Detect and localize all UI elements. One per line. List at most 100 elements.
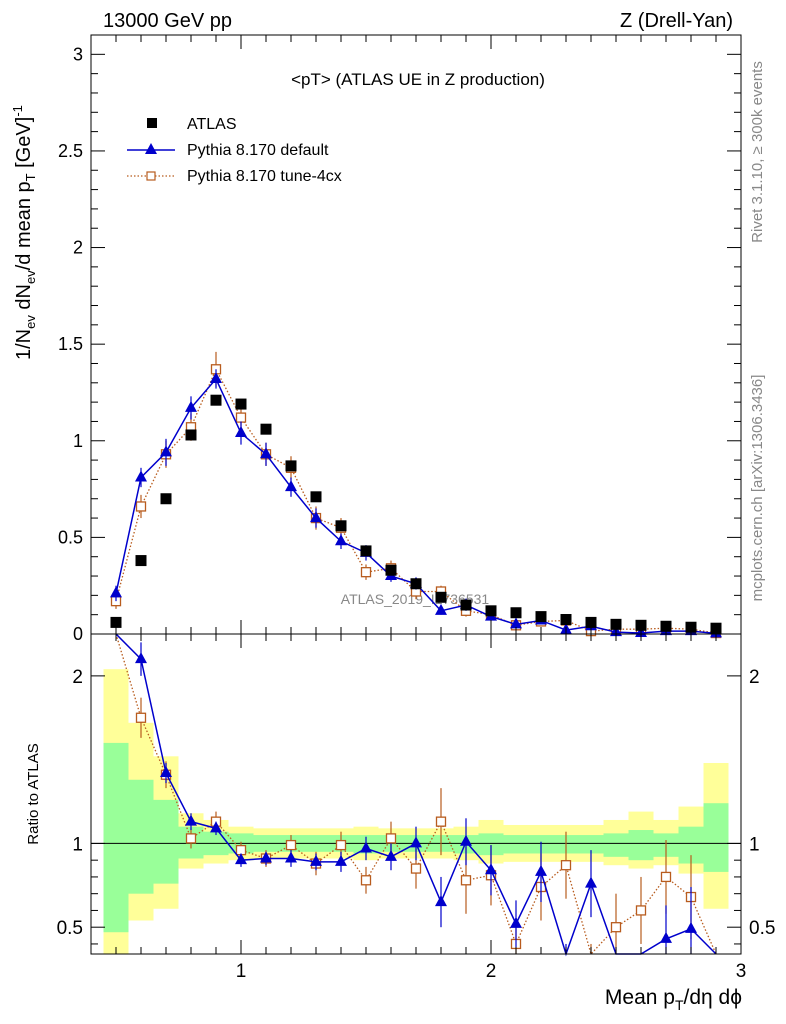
- main-point-atlas: [535, 611, 547, 623]
- ratio-point-pythia-8-170-tune-4cx: [435, 816, 447, 827]
- ratio-y-tick-label-right: 1: [749, 834, 760, 855]
- main-point-atlas: [135, 555, 147, 567]
- main-point-atlas: [510, 607, 522, 619]
- main-point-atlas: [260, 423, 272, 435]
- header-left: 13000 GeV pp: [103, 10, 232, 32]
- main-point-atlas: [285, 460, 297, 472]
- main-point-atlas: [460, 599, 472, 611]
- ratio-bands: [103, 669, 729, 954]
- main-point-atlas: [185, 429, 197, 441]
- ratio-band-inner: [703, 803, 729, 872]
- x-tick-label: 1: [236, 961, 247, 982]
- main-plot-marks: [110, 351, 722, 639]
- ratio-plot-marks: [115, 633, 717, 957]
- ratio-point-pythia-8-170-default: [135, 652, 147, 664]
- main-y-tick-label: 0.5: [58, 527, 83, 547]
- ratio-band-inner: [503, 835, 529, 854]
- ratio-point-pythia-8-170-default: [660, 931, 672, 943]
- main-point-atlas: [160, 493, 172, 505]
- main-y-tick-label: 0: [73, 624, 83, 644]
- main-y-tick-label: 1: [73, 431, 83, 451]
- ratio-point-pythia-8-170-tune-4cx: [610, 922, 622, 933]
- main-plot-axes: 0 0.5 1 1.5 2 2.5 3: [58, 34, 742, 644]
- ratio-plot: 0.5 0.5 1 1 2 2 1 2 3 Ratio to ATLAS Mean pT/dη …: [25, 633, 775, 1013]
- main-point-atlas: [660, 620, 672, 632]
- main-y-tick-label: 1.5: [58, 334, 83, 354]
- main-point-pythia-8-170-default: [310, 511, 322, 523]
- main-point-atlas: [335, 520, 347, 532]
- ratio-plot-frame: [90, 633, 742, 955]
- ratio-y-tick-label: 1: [72, 834, 83, 855]
- main-y-axis-label: 1/Nev dNev/d mean pT [GeV]-1: [10, 105, 38, 360]
- x-axis-label: Mean pT/dη dϕ: [605, 986, 742, 1013]
- ratio-y-tick-label: 0.5: [57, 918, 83, 939]
- main-point-atlas: [110, 616, 122, 628]
- ratio-point-pythia-8-170-default: [160, 766, 172, 778]
- legend-item-pythia-default: Pythia 8.170 default: [127, 142, 329, 159]
- legend-item-atlas: ATLAS: [147, 116, 237, 133]
- ratio-band-inner: [603, 833, 629, 857]
- main-point-pythia-8-170-tune-4cx: [135, 501, 147, 512]
- main-point-atlas: [360, 545, 372, 557]
- ratio-line-pythia-8-170-tune-4cx: [115, 633, 717, 956]
- legend-label-pythia-4cx: Pythia 8.170 tune-4cx: [187, 168, 342, 185]
- main-point-atlas: [610, 618, 622, 630]
- ratio-point-pythia-8-170-default: [535, 864, 547, 876]
- ratio-line-pythia-8-170-default: [115, 633, 717, 957]
- main-point-atlas: [585, 616, 597, 628]
- legend-item-pythia-4cx: Pythia 8.170 tune-4cx: [127, 168, 342, 185]
- ratio-point-pythia-8-170-default: [685, 921, 697, 933]
- main-point-pythia-8-170-default: [335, 534, 347, 546]
- main-point-pythia-8-170-default: [435, 603, 447, 615]
- main-point-pythia-8-170-default: [185, 400, 197, 412]
- ratio-point-pythia-8-170-default: [410, 836, 422, 848]
- ratio-point-pythia-8-170-default: [460, 834, 472, 846]
- ratio-y-tick-label-right: 2: [749, 667, 760, 688]
- main-y-tick-label: 2: [73, 238, 83, 258]
- ratio-point-pythia-8-170-default: [235, 853, 247, 865]
- legend-marker-pythia-4cx: [146, 171, 156, 181]
- ratio-point-pythia-8-170-default: [360, 841, 372, 853]
- main-point-pythia-8-170-default: [260, 447, 272, 459]
- main-point-atlas: [635, 619, 647, 631]
- main-point-atlas: [560, 614, 572, 626]
- ratio-point-pythia-8-170-tune-4cx: [285, 839, 297, 851]
- mcplots-label: mcplots.cern.ch [arXiv:1306.3436]: [749, 375, 766, 602]
- ratio-y-tick-label: 2: [72, 667, 83, 688]
- x-tick-label: 3: [736, 961, 747, 982]
- ratio-band-inner: [153, 799, 179, 884]
- main-point-atlas: [435, 591, 447, 603]
- ratio-point-pythia-8-170-tune-4cx: [460, 875, 472, 886]
- ratio-point-pythia-8-170-default: [310, 854, 322, 866]
- main-point-pythia-8-170-default: [160, 445, 172, 457]
- ratio-band-inner: [478, 833, 504, 856]
- main-point-pythia-8-170-default: [510, 617, 522, 629]
- ratio-point-pythia-8-170-tune-4cx: [660, 871, 672, 883]
- header-right: Z (Drell-Yan): [620, 10, 733, 32]
- main-point-atlas: [210, 394, 222, 406]
- main-point-pythia-8-170-tune-4cx: [360, 567, 372, 578]
- main-point-atlas: [485, 605, 497, 617]
- legend-marker-pythia-default: [145, 143, 157, 154]
- x-tick-label: 2: [486, 961, 497, 982]
- legend-label-pythia-default: Pythia 8.170 default: [187, 142, 329, 159]
- ratio-band-inner: [578, 835, 604, 854]
- ratio-point-pythia-8-170-default: [585, 876, 597, 888]
- ratio-band-inner: [128, 779, 154, 894]
- ratio-plot-axes: 0.5 0.5 1 1 2 2 1 2 3: [57, 634, 775, 982]
- ratio-y-tick-label-right: 0.5: [749, 918, 775, 939]
- ratio-point-pythia-8-170-tune-4cx: [560, 860, 572, 871]
- ratio-point-pythia-8-170-default: [260, 851, 272, 863]
- main-point-pythia-8-170-default: [235, 426, 247, 438]
- ratio-point-pythia-8-170-default: [210, 821, 222, 833]
- main-point-atlas: [235, 398, 247, 410]
- ratio-point-pythia-8-170-default: [335, 854, 347, 866]
- main-plot-title: <pT> (ATLAS UE in Z production): [291, 70, 545, 89]
- ratio-point-pythia-8-170-default: [510, 916, 522, 928]
- ratio-point-pythia-8-170-default: [185, 814, 197, 826]
- ratio-point-pythia-8-170-tune-4cx: [635, 905, 647, 916]
- ratio-point-pythia-8-170-tune-4cx: [410, 863, 422, 874]
- main-point-pythia-8-170-default: [285, 480, 297, 492]
- main-point-pythia-8-170-default: [210, 371, 222, 383]
